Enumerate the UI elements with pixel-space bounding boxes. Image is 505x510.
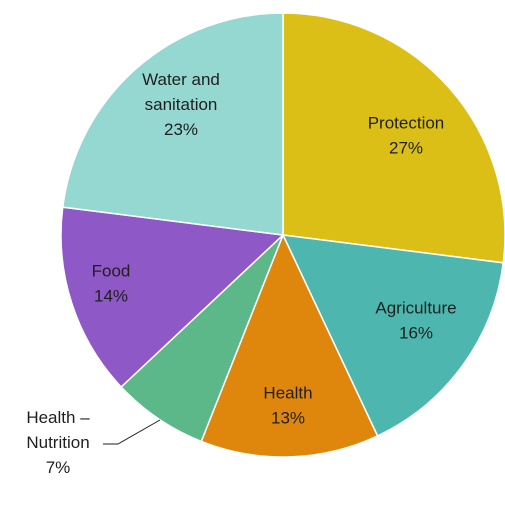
slice-label-agriculture: Agriculture 16% <box>375 299 456 343</box>
slice-label-line: Food <box>92 262 131 281</box>
slice-label-health: Health 13% <box>263 384 312 428</box>
pie-slices <box>60 12 505 458</box>
pie-labels: Protection 27%Agriculture 16%Health 13%Heal… <box>26 70 456 477</box>
slice-label-line: 16% <box>399 324 433 343</box>
slice-label-line: 14% <box>94 287 128 306</box>
slice-label-line: 23% <box>164 120 198 139</box>
slice-label-line: Protection <box>368 114 445 133</box>
slice-label-health-nutrition: Health – Nutrition 7% <box>26 408 90 477</box>
slice-label-line: Water and <box>142 70 220 89</box>
slice-label-line: Nutrition <box>26 433 89 452</box>
slice-label-line: Agriculture <box>375 299 456 318</box>
pie-slice-water-and-sanitation <box>61 12 284 236</box>
slice-label-water-and-sanitation: Water and sanitation 23% <box>142 70 220 139</box>
pie-slice-protection <box>282 12 505 264</box>
pie-slice-health <box>200 233 379 458</box>
pie-slice-agriculture <box>281 234 505 437</box>
slice-label-line: 7% <box>46 458 71 477</box>
pie-slice-food <box>60 206 285 389</box>
slice-label-line: sanitation <box>145 95 218 114</box>
slice-label-line: 13% <box>271 409 305 428</box>
slice-label-line: Health – <box>26 408 90 427</box>
slice-label-food: Food 14% <box>92 262 131 306</box>
slice-label-protection: Protection 27% <box>368 114 445 158</box>
slice-label-line: 27% <box>389 139 423 158</box>
leader-line-health-nutrition <box>103 419 161 445</box>
slice-label-line: Health <box>263 384 312 403</box>
